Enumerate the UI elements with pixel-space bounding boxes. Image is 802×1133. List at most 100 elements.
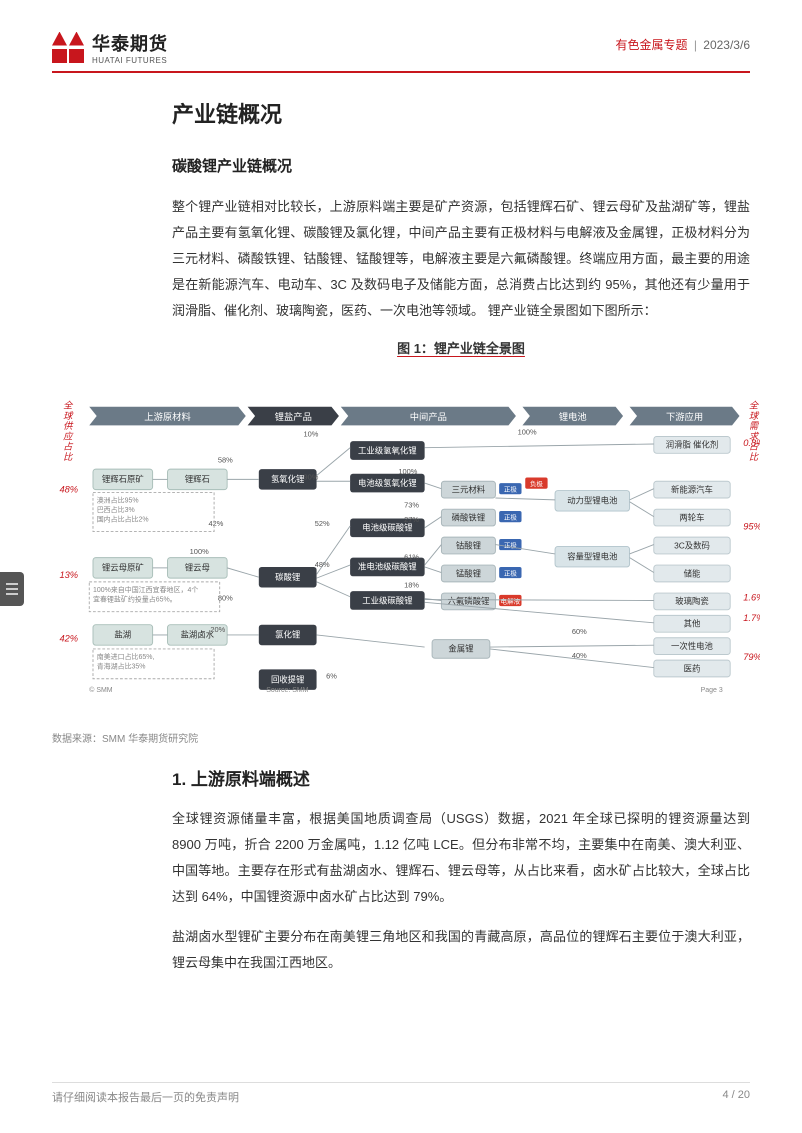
paragraph-2: 全球锂资源储量丰富，根据美国地质调查局（USGS）数据，2021 年全球已探明的… (172, 806, 750, 910)
edge (425, 602, 654, 622)
logo-icon (52, 32, 86, 64)
node-label: 玻璃陶瓷 (675, 596, 709, 606)
edge-label: 52% (315, 519, 330, 528)
supply-share-label: 占 (63, 442, 74, 452)
page-footer: 请仔细阅读本报告最后一页的免责声明 4 / 20 (52, 1082, 750, 1105)
paragraph-3: 盐湖卤水型锂矿主要分布在南美锂三角地区和我国的青藏高原，高品位的锂辉石主要位于澳… (172, 924, 750, 976)
node-label: 三元材料 (452, 484, 486, 494)
note-text: 青海湖占比35% (97, 661, 146, 670)
topic: 有色金属专题 (615, 38, 687, 52)
header-rule (52, 71, 750, 73)
node-label: 储能 (684, 568, 701, 578)
node-label: 锂辉石原矿 (102, 474, 144, 484)
flowchart: 上游原材料锂盐产品中间产品锂电池下游应用 全球供应占比48%13%42% 全球需… (52, 359, 760, 719)
tag-label: 电解液 (501, 596, 521, 605)
edge-label: 58% (218, 456, 233, 465)
edge-label: 90% (304, 472, 319, 481)
note-text: 巴西占比3% (97, 505, 135, 514)
supply-share-label: 球 (63, 411, 74, 421)
demand-share-value: 95% (743, 522, 760, 532)
edge-label: 42% (209, 519, 224, 528)
section2-title: 1. 上游原料端概述 (172, 765, 750, 790)
note-text: 国内占比占比2% (97, 514, 149, 523)
note-text: 澳洲占比95% (97, 496, 139, 505)
logo: 华泰期货 HUATAI FUTURES (52, 30, 168, 65)
tag-label: 负极 (530, 479, 544, 488)
node-label: 氢氧化锂 (271, 474, 305, 484)
section-title: 碳酸锂产业链概况 (172, 155, 750, 176)
node-label: 金属锂 (448, 644, 473, 654)
node-label: 锂云母 (185, 563, 210, 573)
diagram-source: Source: SMM (266, 687, 308, 694)
edge-label: 10% (304, 430, 319, 439)
edge (425, 545, 442, 565)
paragraph-1: 整个锂产业链相对比较长，上游原料端主要是矿产资源，包括锂辉石矿、锂云母矿及盐湖矿… (172, 194, 750, 324)
page-header: 华泰期货 HUATAI FUTURES 有色金属专题 | 2023/3/6 (52, 30, 750, 65)
edge-label: 20% (210, 625, 225, 634)
edge-label: 100% (398, 467, 417, 476)
node-label: 锂云母原矿 (102, 563, 144, 573)
sep: | (694, 38, 697, 52)
node-label: 准电池级碳酸锂 (358, 562, 417, 572)
node-label: 工业级氢氧化锂 (358, 445, 417, 455)
edge-label: 73% (404, 500, 419, 509)
demand-share-value: 1.6% (743, 592, 760, 602)
page-number: 4 / 20 (722, 1089, 750, 1105)
side-tab[interactable] (0, 572, 24, 606)
disclaimer: 请仔细阅读本报告最后一页的免责声明 (52, 1089, 239, 1105)
node-label: 两轮车 (679, 512, 704, 522)
supply-share-label: 供 (63, 421, 74, 431)
node-label: 盐湖 (114, 630, 131, 640)
note-text: 宜春锂盐矿约投量占65%。 (93, 594, 177, 603)
edge (317, 448, 351, 476)
logo-en: HUATAI FUTURES (92, 56, 168, 65)
edge-label: 6% (326, 672, 337, 681)
supply-share-label: 全 (63, 401, 74, 411)
page-title: 产业链概况 (172, 97, 750, 129)
edge-label: 100% (518, 428, 537, 437)
edge (630, 558, 654, 573)
node-label: 新能源汽车 (671, 484, 713, 494)
header-right: 有色金属专题 | 2023/3/6 (615, 36, 750, 53)
figure-title: 图 1：锂产业链全景图 (172, 338, 750, 357)
demand-share-label: 球 (749, 411, 760, 421)
edge-label: 18% (404, 580, 419, 589)
supply-share-label: 比 (63, 452, 73, 462)
edge (425, 483, 442, 489)
node-label: 一次性电池 (671, 641, 713, 651)
node-label: 锰酸锂 (456, 568, 481, 578)
demand-share-value: 1.7% (743, 613, 760, 623)
edge (227, 568, 259, 577)
node-label: 动力型锂电池 (567, 496, 618, 506)
col-header-label: 下游应用 (666, 411, 703, 422)
data-source-line: 数据来源：SMM 华泰期货研究院 (52, 730, 750, 745)
edge (630, 489, 654, 500)
edge (425, 444, 654, 448)
node-label: 3C及数码 (674, 540, 710, 550)
node-label: 钴酸锂 (456, 540, 481, 550)
edge-label: 40% (572, 651, 587, 660)
demand-share-label: 需 (749, 421, 760, 431)
node-label: 锂辉石 (185, 474, 210, 484)
logo-cn: 华泰期货 (92, 30, 168, 56)
node-label: 氯化锂 (275, 630, 300, 640)
node-label: 其他 (684, 619, 701, 629)
edge (630, 502, 654, 517)
supply-share-value: 48% (59, 484, 78, 494)
col-header-label: 中间产品 (410, 411, 447, 422)
node-label: 容量型锂电池 (567, 551, 618, 561)
node-label: 回收提锂 (271, 674, 305, 684)
edge (317, 635, 425, 647)
col-header-label: 上游原材料 (144, 411, 191, 422)
edge-label: 61% (404, 552, 419, 561)
col-header-label: 锂盐产品 (275, 411, 312, 422)
note-text: 南美进口占比65%, (97, 652, 155, 661)
demand-share-value: 0.8% (743, 438, 760, 448)
edge-label: 48% (315, 560, 330, 569)
edge-label: 100% (190, 547, 209, 556)
edge (425, 567, 442, 573)
edge (425, 517, 442, 528)
col-header-label: 锂电池 (559, 411, 587, 422)
tag-label: 正极 (504, 568, 518, 577)
edge-label: 60% (572, 627, 587, 636)
